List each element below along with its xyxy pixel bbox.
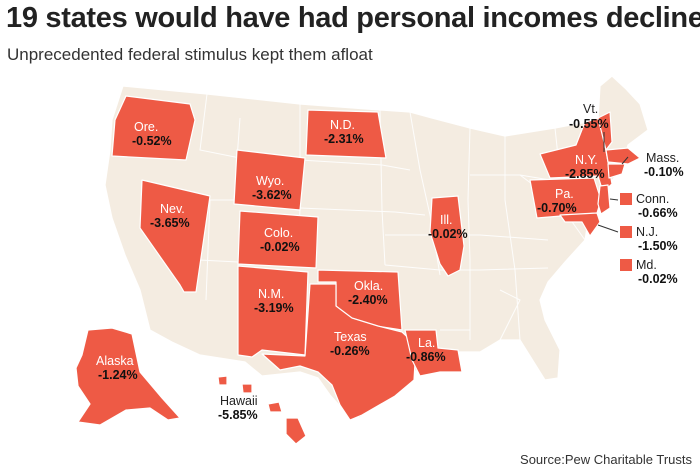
label-ny-value: -2.85% <box>565 167 605 181</box>
label-colo-value: -0.02% <box>260 240 300 254</box>
label-md-value: -0.02% <box>638 272 678 286</box>
label-mass-name: Mass. <box>646 151 679 165</box>
label-wyo-value: -3.62% <box>252 188 292 202</box>
state-oregon <box>111 95 196 161</box>
state-connecticut <box>607 163 626 179</box>
state-vermont <box>597 111 613 151</box>
label-la-name: La. <box>418 336 435 350</box>
state-north-dakota <box>305 109 387 159</box>
labels: Ore. -0.52% Nev. -3.65% Wyo. -3.62% Colo… <box>96 102 684 422</box>
state-louisiana <box>404 329 463 377</box>
label-texas-value: -0.26% <box>330 344 370 358</box>
label-mass-value: -0.10% <box>644 165 684 179</box>
label-nm-name: N.M. <box>258 287 284 301</box>
chart-title: 19 states would have had personal income… <box>6 2 700 34</box>
label-alaska-value: -1.24% <box>98 368 138 382</box>
state-alaska <box>75 327 181 426</box>
chart-subtitle: Unprecedented federal stimulus kept them… <box>7 45 373 64</box>
label-ill-name: Ill. <box>440 213 453 227</box>
label-nj-name: N.J. <box>636 225 658 239</box>
state-massachusetts <box>605 147 641 165</box>
state-new-mexico <box>237 265 309 358</box>
state-texas <box>261 283 417 421</box>
legend-key-conn <box>620 193 632 205</box>
label-md-name: Md. <box>636 258 657 272</box>
label-nm-value: -3.19% <box>254 301 294 315</box>
state-wyoming <box>233 149 306 211</box>
label-ill-value: -0.02% <box>428 227 468 241</box>
label-texas-name: Texas <box>334 330 367 344</box>
state-maryland <box>559 212 601 237</box>
label-vt-name: Vt. <box>583 102 598 116</box>
label-ore-value: -0.52% <box>132 134 172 148</box>
label-nev-name: Nev. <box>160 202 185 216</box>
state-colorado <box>237 210 319 269</box>
label-hawaii-value: -5.85% <box>218 408 258 422</box>
label-la-value: -0.86% <box>406 350 446 364</box>
state-hawaii-kauai <box>217 375 228 386</box>
label-conn-name: Conn. <box>636 192 669 206</box>
label-hawaii-name: Hawaii <box>220 394 258 408</box>
label-colo-name: Colo. <box>264 226 293 240</box>
label-okla-value: -2.40% <box>348 293 388 307</box>
state-nevada <box>139 179 211 293</box>
leader-lines <box>597 132 629 233</box>
legend-key-nj <box>620 226 632 238</box>
label-nd-name: N.D. <box>330 118 355 132</box>
state-hawaii-oahu <box>241 383 253 394</box>
label-nev-value: -3.65% <box>150 216 190 230</box>
label-vt-value: -0.55% <box>569 117 609 131</box>
label-pa-name: Pa. <box>555 187 574 201</box>
label-wyo-name: Wyo. <box>256 174 284 188</box>
state-illinois <box>429 195 465 277</box>
label-ore-name: Ore. <box>134 120 158 134</box>
label-alaska-name: Alaska <box>96 354 134 368</box>
legend-key-md <box>620 259 632 271</box>
state-hawaii-maui <box>267 401 283 413</box>
label-nj-value: -1.50% <box>638 239 678 253</box>
label-pa-value: -0.70% <box>537 201 577 215</box>
label-ny-name: N.Y. <box>575 153 598 167</box>
state-new-jersey <box>597 184 611 215</box>
label-okla-name: Okla. <box>354 279 383 293</box>
state-hawaii-island <box>285 417 307 445</box>
label-nd-value: -2.31% <box>324 132 364 146</box>
source-note: Source:Pew Charitable Trusts <box>520 452 692 467</box>
label-conn-value: -0.66% <box>638 206 678 220</box>
